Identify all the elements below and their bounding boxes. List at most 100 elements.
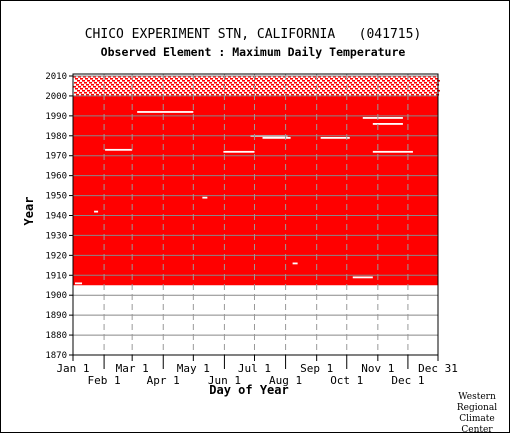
credit-line: Climate <box>459 414 495 424</box>
data-cell <box>387 89 390 92</box>
data-cell <box>244 91 247 94</box>
data-cell <box>237 79 240 82</box>
data-cell <box>209 81 212 84</box>
data-cell <box>184 91 187 94</box>
data-cell <box>123 75 126 78</box>
data-cell <box>432 89 435 92</box>
data-cell <box>329 81 332 84</box>
data-cell <box>271 93 274 96</box>
data-cell <box>389 91 392 94</box>
x-tick-label: Aug 1 <box>269 374 302 387</box>
axis-layer: 1870 1880 1890 1900 1910 1920 1930 1940 1950 1960… <box>45 72 458 387</box>
data-cell <box>86 93 89 96</box>
data-cell <box>271 83 274 86</box>
data-cell <box>236 83 239 86</box>
data-cell <box>145 87 148 90</box>
data-cell <box>370 87 373 90</box>
y-tick-label: 1880 <box>45 331 67 341</box>
data-cell <box>359 81 362 84</box>
data-cell <box>417 89 420 92</box>
data-cell <box>386 93 389 96</box>
data-cell <box>360 77 363 80</box>
data-cell <box>213 85 216 88</box>
data-cell <box>360 87 363 90</box>
data-cell <box>231 83 234 86</box>
data-cell <box>209 91 212 94</box>
data-cell <box>119 91 122 94</box>
data-cell <box>259 91 262 94</box>
data-cell <box>76 83 79 86</box>
data-cell <box>380 77 383 80</box>
data-cell <box>127 79 130 82</box>
data-cell <box>404 81 407 84</box>
data-cell <box>217 79 220 82</box>
y-tick-label: 1890 <box>45 311 67 321</box>
data-cell <box>410 87 413 90</box>
data-cell <box>146 93 149 96</box>
data-cell <box>236 93 239 96</box>
data-cell <box>423 75 426 78</box>
data-cell <box>380 87 383 90</box>
data-cell <box>176 93 179 96</box>
data-cell <box>358 75 361 78</box>
data-cell <box>289 81 292 84</box>
data-cell <box>275 77 278 80</box>
data-cell <box>216 93 219 96</box>
data-cell <box>246 83 249 86</box>
data-cell <box>221 83 224 86</box>
data-cell <box>73 75 76 78</box>
data-cell <box>399 91 402 94</box>
data-cell <box>195 77 198 80</box>
data-cell <box>268 85 271 88</box>
data-cell <box>135 77 138 80</box>
data-cell <box>183 85 186 88</box>
data-cell <box>152 89 155 92</box>
data-cell <box>260 87 263 90</box>
data-cell <box>434 81 437 84</box>
data-cell <box>332 79 335 82</box>
data-cell <box>144 81 147 84</box>
data-cell <box>106 93 109 96</box>
data-cell <box>116 93 119 96</box>
data-cell <box>326 83 329 86</box>
data-cell <box>335 87 338 90</box>
data-cell <box>109 81 112 84</box>
data-cell <box>153 75 156 78</box>
data-cell <box>204 81 207 84</box>
data-cell <box>259 81 262 84</box>
data-cell <box>357 89 360 92</box>
data-cell <box>81 83 84 86</box>
data-cell <box>182 79 185 82</box>
data-cell <box>255 77 258 80</box>
data-cell <box>431 93 434 96</box>
data-cell <box>149 91 152 94</box>
data-cell <box>337 79 340 82</box>
data-cell <box>350 87 353 90</box>
missing-gap <box>352 276 373 279</box>
data-cell <box>321 93 324 96</box>
data-cell <box>430 77 433 80</box>
data-cell <box>215 77 218 80</box>
data-cell <box>160 87 163 90</box>
data-cell <box>190 87 193 90</box>
data-cell <box>108 85 111 88</box>
data-cell <box>155 87 158 90</box>
data-cell <box>414 91 417 94</box>
data-cell <box>306 83 309 86</box>
data-cell <box>435 87 438 90</box>
data-cell <box>76 93 79 96</box>
data-cell <box>114 91 117 94</box>
data-cell <box>340 77 343 80</box>
data-cell <box>211 83 214 86</box>
data-cell <box>328 75 331 78</box>
x-tick-label: Jul 1 <box>238 362 271 375</box>
data-cell <box>120 87 123 90</box>
data-cell <box>97 79 100 82</box>
data-cell <box>301 93 304 96</box>
data-cell <box>74 91 77 94</box>
data-cell <box>179 91 182 94</box>
data-cell <box>310 77 313 80</box>
data-cell <box>245 77 248 80</box>
data-cell <box>293 75 296 78</box>
data-cell <box>393 85 396 88</box>
